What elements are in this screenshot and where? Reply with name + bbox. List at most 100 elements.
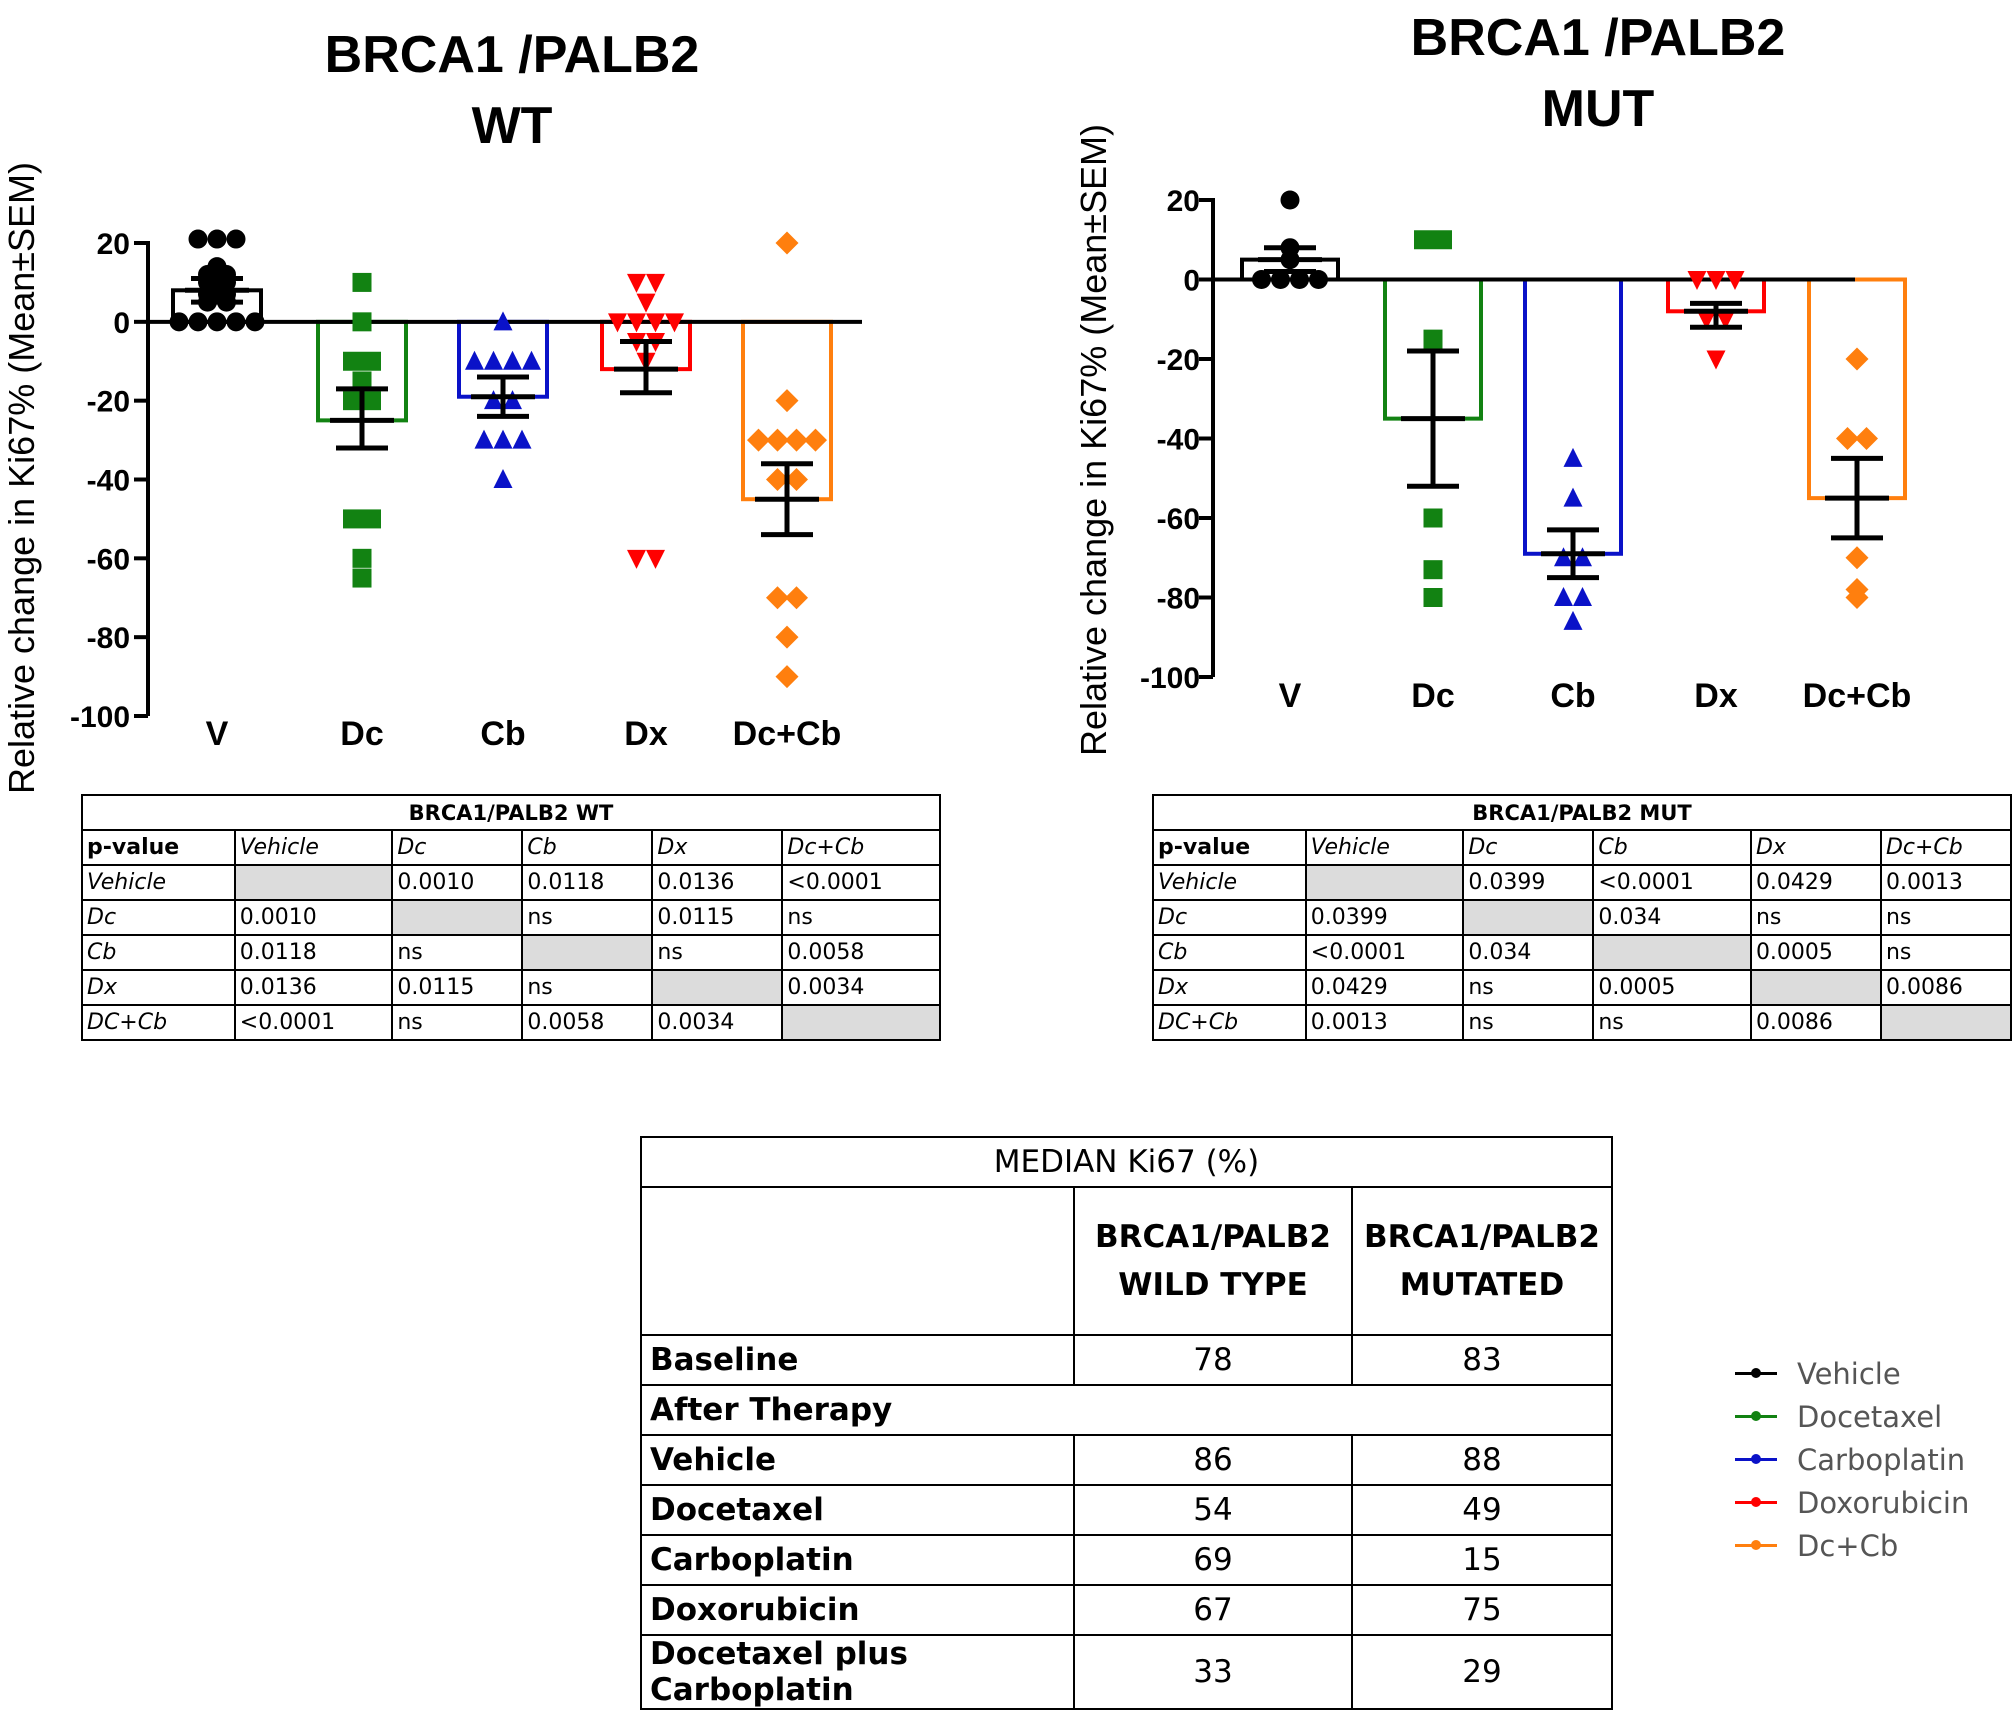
value-cell: 0.0058 [522, 1005, 652, 1040]
data-point [1707, 351, 1726, 370]
data-point [208, 312, 227, 331]
row-label: Cb [82, 935, 235, 970]
value-cell: <0.0001 [782, 865, 940, 900]
table-row: DC+Cb <0.0001 ns 0.0058 0.0034 [82, 1005, 940, 1040]
value-cell: 0.0118 [235, 935, 393, 970]
data-point [170, 312, 189, 331]
p-value-table-wt: BRCA1/PALB2 WT p-value Vehicle Dc Cb Dx … [81, 794, 941, 1041]
data-point [1281, 191, 1300, 210]
value-cell: 0.0115 [652, 900, 782, 935]
value-cell: 54 [1074, 1485, 1352, 1535]
y-tick-label: 0 [113, 307, 130, 340]
data-point [627, 550, 646, 569]
data-point [1554, 587, 1573, 606]
data-point [343, 352, 362, 371]
table-row: Baseline 78 83 [641, 1335, 1612, 1385]
data-point [208, 230, 227, 249]
row-label: Dx [82, 970, 235, 1005]
value-cell: 15 [1352, 1535, 1612, 1585]
header-line: BRCA1/PALB2 [1083, 1213, 1343, 1261]
data-point [646, 550, 665, 569]
legend-label: Doxorubicin [1797, 1486, 1969, 1520]
data-point [776, 626, 799, 649]
diagonal-cell [652, 970, 782, 1005]
legend-dot [1751, 1540, 1761, 1550]
data-point [1573, 547, 1592, 566]
row-label: Dc [82, 900, 235, 935]
chart-mut: BRCA1 /PALB2 MUT Relative change in Ki67… [1073, 9, 1911, 756]
value-cell: 69 [1074, 1535, 1352, 1585]
header-cell: Dc+Cb [1881, 830, 2011, 865]
data-point [1855, 427, 1878, 450]
data-point [776, 232, 799, 255]
column-header-mutated: BRCA1/PALB2 MUTATED [1352, 1187, 1612, 1335]
value-cell: 0.0399 [1306, 900, 1464, 935]
y-tick-label: -100 [70, 701, 130, 734]
data-point [362, 352, 381, 371]
data-point [1573, 587, 1592, 606]
table-row: Carboplatin 69 15 [641, 1535, 1612, 1585]
data-point [343, 391, 362, 410]
y-tick-label: 20 [97, 228, 130, 261]
data-point [1424, 588, 1443, 607]
value-cell: 0.0034 [652, 1005, 782, 1040]
value-cell: 0.034 [1463, 935, 1593, 970]
legend-dot [1751, 1454, 1761, 1464]
row-label: Doxorubicin [641, 1585, 1074, 1635]
legend-item: Carboplatin [1735, 1438, 1969, 1481]
y-tick-label: -80 [1157, 583, 1200, 616]
empty-header-cell [641, 1187, 1074, 1335]
y-tick-label: -60 [87, 543, 130, 576]
diagonal-cell [235, 865, 393, 900]
data-point [776, 665, 799, 688]
value-cell: 75 [1352, 1585, 1612, 1635]
data-point [1564, 611, 1583, 630]
table-row: Dc 0.0010 ns 0.0115 ns [82, 900, 940, 935]
value-cell: 0.0136 [652, 865, 782, 900]
data-point [503, 351, 522, 370]
chart-wt: BRCA1 /PALB2 WT Relative change in Ki67%… [1, 26, 862, 794]
table-row: Docetaxel 54 49 [641, 1485, 1612, 1535]
y-tick-label: -40 [1157, 424, 1200, 457]
diagonal-cell [782, 1005, 940, 1040]
y-tick-label: -40 [87, 465, 130, 498]
value-cell: ns [1881, 900, 2011, 935]
x-category-label: Dc+Cb [1803, 677, 1912, 715]
value-cell: <0.0001 [235, 1005, 393, 1040]
y-tick-label: -80 [87, 622, 130, 655]
data-point [1846, 348, 1869, 371]
data-point [189, 312, 208, 331]
value-cell: ns [1593, 1005, 1751, 1040]
legend-line [1735, 1501, 1777, 1504]
data-point [1424, 560, 1443, 579]
data-point [646, 274, 665, 293]
value-cell: 88 [1352, 1435, 1612, 1485]
diagonal-cell [1881, 1005, 2011, 1040]
y-tick-label: 20 [1167, 185, 1200, 218]
value-cell: 0.0136 [235, 970, 393, 1005]
data-point [362, 391, 381, 410]
table-row: Doxorubicin 67 75 [641, 1585, 1612, 1635]
data-point [353, 549, 372, 568]
x-category-label: Cb [480, 715, 525, 753]
data-point [1424, 509, 1443, 528]
header-cell: p-value [1153, 830, 1306, 865]
value-cell: ns [522, 970, 652, 1005]
x-category-label: Dc [1411, 677, 1454, 715]
value-cell: 0.0034 [782, 970, 940, 1005]
data-point [503, 390, 522, 409]
table-row: Dx 0.0429 ns 0.0005 0.0086 [1153, 970, 2011, 1005]
data-point [353, 273, 372, 292]
x-category-label: Dc+Cb [733, 715, 842, 753]
diagonal-cell [1306, 865, 1464, 900]
data-point [522, 351, 541, 370]
value-cell: 0.0010 [392, 865, 522, 900]
legend-item: Doxorubicin [1735, 1481, 1969, 1524]
data-point [494, 469, 513, 488]
x-category-label: Dx [624, 715, 668, 753]
value-cell: 0.0058 [782, 935, 940, 970]
value-cell: ns [1463, 970, 1593, 1005]
x-category-label: V [206, 715, 229, 753]
header-cell: Dx [1751, 830, 1881, 865]
legend-label: Vehicle [1797, 1357, 1901, 1391]
